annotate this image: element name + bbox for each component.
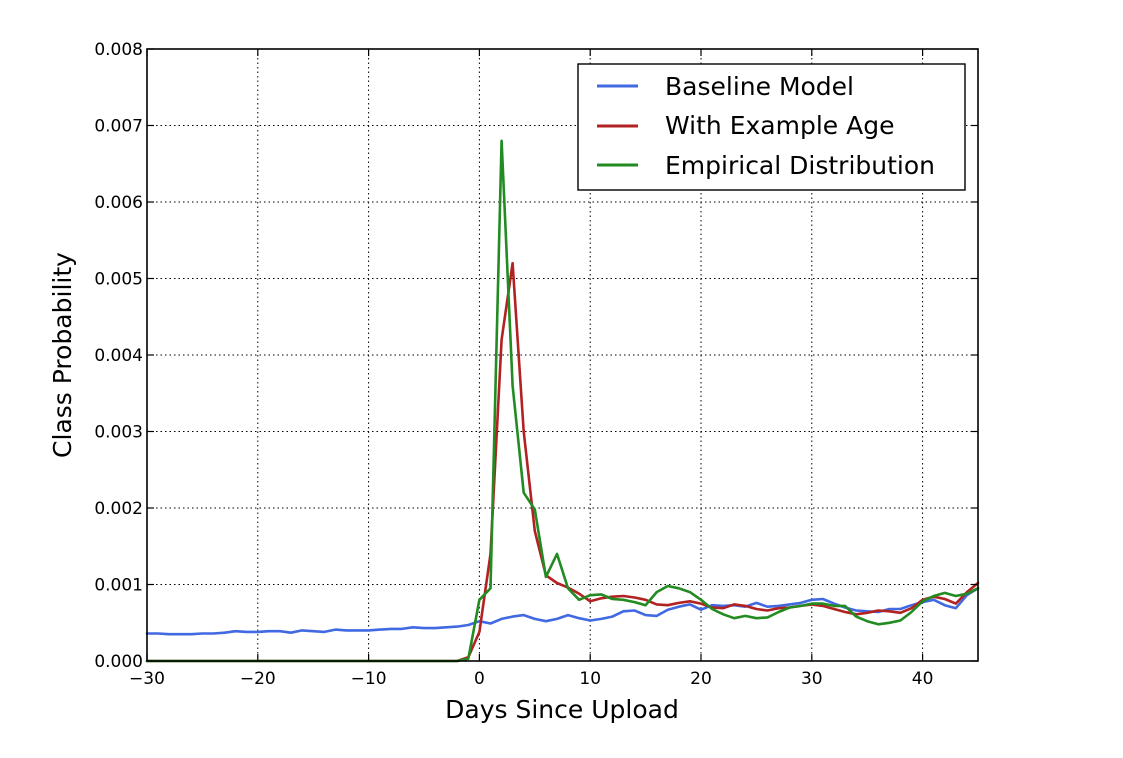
legend-label-baseline-model: Baseline Model [665, 72, 854, 101]
series-layer [145, 139, 980, 663]
y-axis-label: Class Probability [48, 252, 77, 458]
y-tick-label: 0.008 [94, 40, 143, 60]
x-tick-label: 0 [474, 669, 485, 689]
legend-frame [577, 63, 966, 191]
x-tick-label: −10 [351, 669, 387, 689]
series-line-empirical-distribution [145, 139, 980, 663]
ticks: −30 −20 −10 0 10 20 30 40 0.000 0.001 0.002 0.003 0.… [94, 40, 978, 689]
y-tick-label: 0.005 [94, 270, 143, 290]
y-tick-label: 0.006 [94, 193, 143, 213]
x-tick-label: −30 [129, 669, 165, 689]
series-line-baseline-model [145, 586, 980, 636]
x-tick-label: 20 [690, 669, 712, 689]
y-tick-label: 0.000 [94, 652, 143, 672]
x-axis-label: Days Since Upload [445, 695, 679, 724]
x-tick-label: 30 [801, 669, 823, 689]
y-tick-label: 0.003 [94, 423, 143, 443]
legend-label-with-example-age: With Example Age [665, 111, 894, 140]
legend: Baseline Model With Example Age Empirica… [577, 63, 966, 191]
legend-label-empirical-distribution: Empirical Distribution [665, 151, 935, 180]
x-tick-label: 40 [912, 669, 934, 689]
y-tick-label: 0.007 [94, 117, 143, 137]
y-tick-label: 0.004 [94, 346, 143, 366]
x-tick-label: 10 [579, 669, 601, 689]
y-tick-label: 0.001 [94, 576, 143, 596]
y-tick-label: 0.002 [94, 499, 143, 519]
series-line-with-example-age [145, 261, 980, 663]
x-tick-label: −20 [240, 669, 276, 689]
